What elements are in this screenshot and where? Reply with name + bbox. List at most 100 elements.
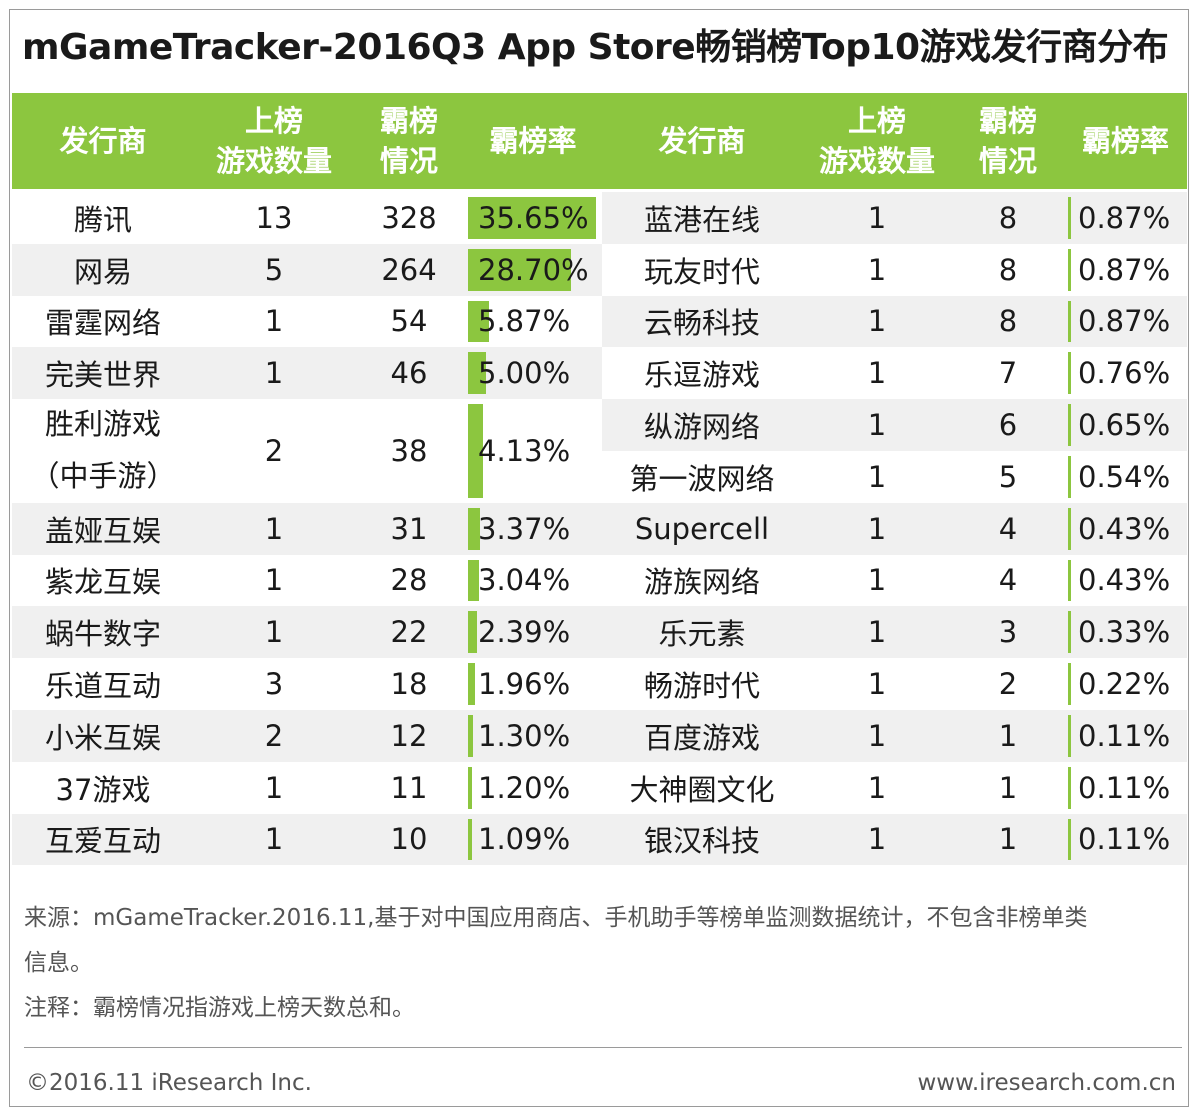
header-rate-label: 霸榜率: [1081, 124, 1169, 158]
top-days: 264: [381, 252, 437, 287]
rate-bar: [468, 300, 490, 343]
top-rate: 1.09%: [464, 814, 602, 866]
header-publisher-label: 发行商: [658, 124, 746, 158]
games-count: 1: [867, 718, 887, 753]
rate-value: 0.11%: [1078, 770, 1171, 805]
games-count: 5: [264, 252, 284, 287]
rate-bar: [1068, 248, 1072, 291]
rate-bar: [468, 559, 479, 602]
rate-value: 35.65%: [478, 200, 589, 235]
top-days: 38: [390, 433, 428, 468]
top-rate: 0.87%: [1064, 296, 1187, 348]
rate-bar: [1068, 197, 1072, 239]
top-rate: 0.76%: [1064, 347, 1187, 399]
publisher-name: 玩友时代: [643, 254, 760, 289]
rate-value: 0.87%: [1078, 200, 1171, 235]
rate-bar: [1068, 766, 1071, 809]
rate-value: 4.13%: [478, 433, 571, 468]
rate-bar: [1068, 611, 1071, 654]
top-rate: 28.70%: [464, 244, 602, 296]
top-days: 5: [998, 459, 1018, 494]
chart-frame: [9, 9, 1189, 1107]
table-row-right: 云畅科技 1 8 0.87%: [12, 295, 1187, 348]
rate-value: 5.87%: [478, 304, 571, 339]
top-days: 31: [390, 511, 428, 546]
top-days: 2: [998, 667, 1018, 702]
table-row-right: Supercell 1 4 0.43%: [12, 502, 1187, 555]
header-rate-label: 霸榜率: [489, 124, 577, 158]
top-days: 4: [998, 511, 1018, 546]
top-days: 4: [998, 563, 1018, 598]
top-rate: 1.96%: [464, 658, 602, 710]
top-days: 12: [390, 718, 428, 753]
table-row-left: 乐道互动 3 18 1.96%: [12, 658, 602, 710]
table-row-left: 37游戏 1 11 1.20%: [12, 762, 602, 814]
header-days-line2: 情况: [978, 144, 1037, 178]
table-row-left: 完美世界 1 46 5.00%: [12, 347, 602, 400]
source-note: 来源：mGameTracker.2016.11,基于对中国应用商店、手机助手等榜…: [24, 905, 1088, 931]
row-stripe: [12, 710, 602, 762]
row-stripe: [602, 502, 1187, 555]
games-count: 1: [264, 304, 284, 339]
table-row-right: 纵游网络 1 6 0.65%: [12, 399, 1187, 451]
table-row-right: 游族网络 1 4 0.43%: [12, 555, 1187, 607]
header-publisher-label: 发行商: [59, 124, 147, 158]
rate-value: 3.37%: [478, 511, 571, 546]
rate-bar: [1068, 456, 1071, 498]
top-rate: 3.37%: [464, 503, 602, 555]
table-row-left: 小米互娱 2 12 1.30%: [12, 710, 602, 762]
games-count: 1: [867, 615, 887, 650]
header-games-line2: 游戏数量: [215, 144, 332, 178]
rate-bar: [468, 248, 572, 291]
games-count: 1: [264, 770, 284, 805]
table-row-right: 银汉科技 1 1 0.11%: [12, 813, 1187, 866]
top-days: 1: [998, 770, 1018, 805]
rate-value: 1.09%: [478, 822, 571, 857]
row-stripe: [602, 813, 1187, 866]
row-stripe: [602, 606, 1187, 659]
games-count: 2: [264, 433, 284, 468]
table-row-right: 玩友时代 1 8 0.87%: [12, 244, 1187, 296]
rate-value: 5.00%: [478, 356, 571, 391]
games-count: 1: [867, 304, 887, 339]
header-days-line1: 霸榜: [379, 104, 438, 138]
top-days: 28: [390, 563, 428, 598]
publisher-name: Supercell: [634, 511, 770, 546]
table-row-left: 盖娅互娱 1 31 3.37%: [12, 502, 602, 555]
games-count: 13: [255, 200, 293, 235]
rate-value: 28.70%: [478, 252, 589, 287]
top-rate: 0.87%: [1064, 192, 1187, 244]
games-count: 1: [264, 356, 284, 391]
row-stripe: [602, 295, 1187, 348]
row-stripe: [602, 192, 1187, 244]
rate-bar: [468, 766, 473, 809]
table-row-right: 乐逗游戏 1 7 0.76%: [12, 347, 1187, 399]
games-count: 1: [867, 200, 887, 235]
top-days: 46: [390, 356, 428, 391]
table-row-left: 胜利游戏 （中手游） 2 38 4.13%: [12, 399, 602, 503]
row-stripe: [12, 502, 602, 555]
table-row-right: 畅游时代 1 2 0.22%: [12, 658, 1187, 710]
top-rate: 0.22%: [1064, 658, 1187, 710]
rate-bar: [1068, 559, 1071, 602]
top-rate: 0.65%: [1064, 399, 1187, 451]
publisher-name: 百度游戏: [643, 720, 760, 755]
table-row-right: 乐元素 1 3 0.33%: [12, 606, 1187, 659]
publisher-name-line2: （中手游）: [30, 458, 176, 493]
top-rate: 1.30%: [464, 710, 602, 762]
rate-value: 0.87%: [1078, 304, 1171, 339]
publisher-name: 纵游网络: [643, 410, 760, 445]
top-days: 1: [998, 822, 1018, 857]
table-row-left: 互爱互动 1 10 1.09%: [12, 813, 602, 866]
games-count: 1: [264, 563, 284, 598]
publisher-name: 网易: [73, 254, 132, 289]
website-text: www.iresearch.com.cn: [917, 1070, 1177, 1096]
table-row-left: 雷霆网络 1 54 5.87%: [12, 296, 602, 348]
rate-bar: [468, 818, 472, 861]
publisher-name: 乐道互动: [44, 669, 161, 704]
top-days: 328: [381, 200, 437, 235]
header-publisher-left: 发行商: [12, 93, 194, 189]
rate-value: 0.11%: [1078, 718, 1171, 753]
rate-bar: [468, 715, 473, 757]
rate-bar: [468, 404, 483, 498]
